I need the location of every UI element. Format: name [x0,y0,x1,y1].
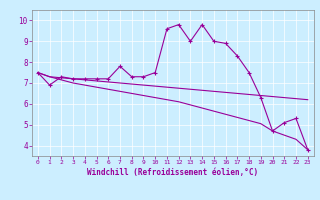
X-axis label: Windchill (Refroidissement éolien,°C): Windchill (Refroidissement éolien,°C) [87,168,258,177]
